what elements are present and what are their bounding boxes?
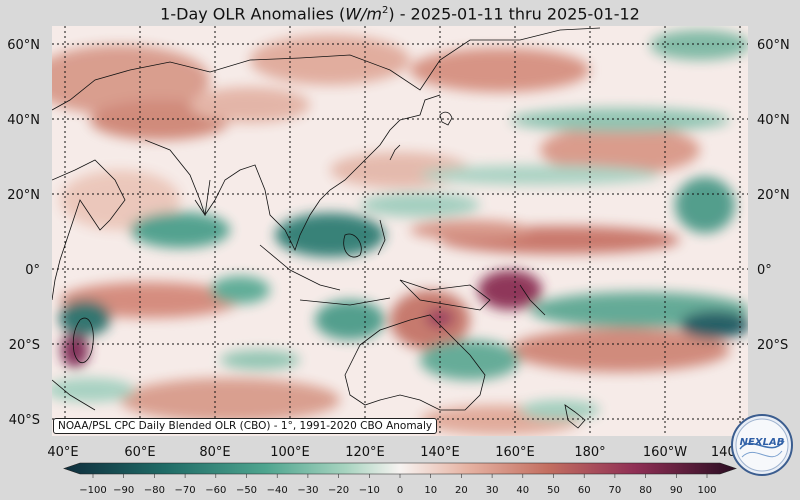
- colorbar-tick-label: −100: [79, 485, 106, 496]
- lon-label: 80°E: [199, 445, 230, 460]
- lat-label: 20°S: [757, 338, 788, 353]
- colorbar-tick-label: −60: [205, 485, 226, 496]
- colorbar-tick-label: 10: [424, 485, 437, 496]
- lon-labels: 40°E 60°E 80°E 100°E 120°E 140°E 160°E 1…: [47, 445, 755, 460]
- coastlines: [52, 27, 601, 429]
- colorbar-tick-label: −10: [359, 485, 380, 496]
- lon-label: 140°E: [420, 445, 460, 460]
- lon-label: 160°E: [495, 445, 535, 460]
- colorbar-tick-label: −80: [144, 485, 165, 496]
- lat-labels-left: 60°N 40°N 20°N 0° 20°S 40°S: [7, 38, 40, 428]
- data-credit-label: NOAA/PSL CPC Daily Blended OLR (CBO) - 1…: [53, 418, 438, 434]
- lat-label: 60°N: [7, 38, 40, 53]
- colorbar-tick-label: 80: [639, 485, 652, 496]
- anomaly-field: [52, 26, 748, 436]
- lat-label: 40°N: [757, 113, 790, 128]
- colorbar-tick-label: −50: [236, 485, 257, 496]
- lon-label: 100°E: [270, 445, 310, 460]
- lat-label: 60°N: [757, 38, 790, 53]
- lat-labels-right: 60°N 40°N 20°N 0° 20°S: [757, 38, 790, 353]
- colorbar-tick-label: 20: [455, 485, 468, 496]
- logo-text: NEXLAB: [740, 437, 785, 448]
- colorbar-tick-label: 60: [578, 485, 591, 496]
- colorbar-tick-label: −70: [175, 485, 196, 496]
- lon-label: 180°: [574, 445, 605, 460]
- lat-label: 20°N: [7, 188, 40, 203]
- colorbar-tick-label: 0: [397, 485, 403, 496]
- colorbar-tick-label: 40: [516, 485, 529, 496]
- lon-label: 160°W: [643, 445, 687, 460]
- lon-label: 60°E: [124, 445, 155, 460]
- lat-label: 40°N: [7, 113, 40, 128]
- lat-label: 40°S: [9, 413, 40, 428]
- colorbar-tick-label: 100: [697, 485, 716, 496]
- colorbar-tick-label: 30: [486, 485, 499, 496]
- colorbar: −100 −90 −80 −70 −60 −50 −40 −30 −20 −10 0 10 20 30 40…: [63, 462, 737, 496]
- lat-label: 20°N: [757, 188, 790, 203]
- lon-label: 40°E: [47, 445, 78, 460]
- lat-label: 20°S: [9, 338, 40, 353]
- colorbar-tick-label: −90: [113, 485, 134, 496]
- colorbar-tick-label: −40: [267, 485, 288, 496]
- colorbar-tick-label: −20: [328, 485, 349, 496]
- colorbar-tick-labels: −100 −90 −80 −70 −60 −50 −40 −30 −20 −10 0 10 20 30 40…: [79, 485, 716, 496]
- colorbar-ramp: [63, 462, 737, 475]
- lat-label: 0°: [757, 263, 772, 278]
- map-title: 1-Day OLR Anomalies (W/m2) - 2025-01-11 …: [160, 4, 640, 24]
- colorbar-tick-label: 90: [670, 485, 683, 496]
- colorbar-tick-label: −30: [297, 485, 318, 496]
- colorbar-tick-label: 70: [609, 485, 622, 496]
- lat-label: 0°: [25, 263, 40, 278]
- nexlab-logo: NEXLAB: [731, 414, 793, 476]
- colorbar-tick-label: 50: [547, 485, 560, 496]
- graticule: [52, 26, 748, 436]
- lon-label: 120°E: [345, 445, 385, 460]
